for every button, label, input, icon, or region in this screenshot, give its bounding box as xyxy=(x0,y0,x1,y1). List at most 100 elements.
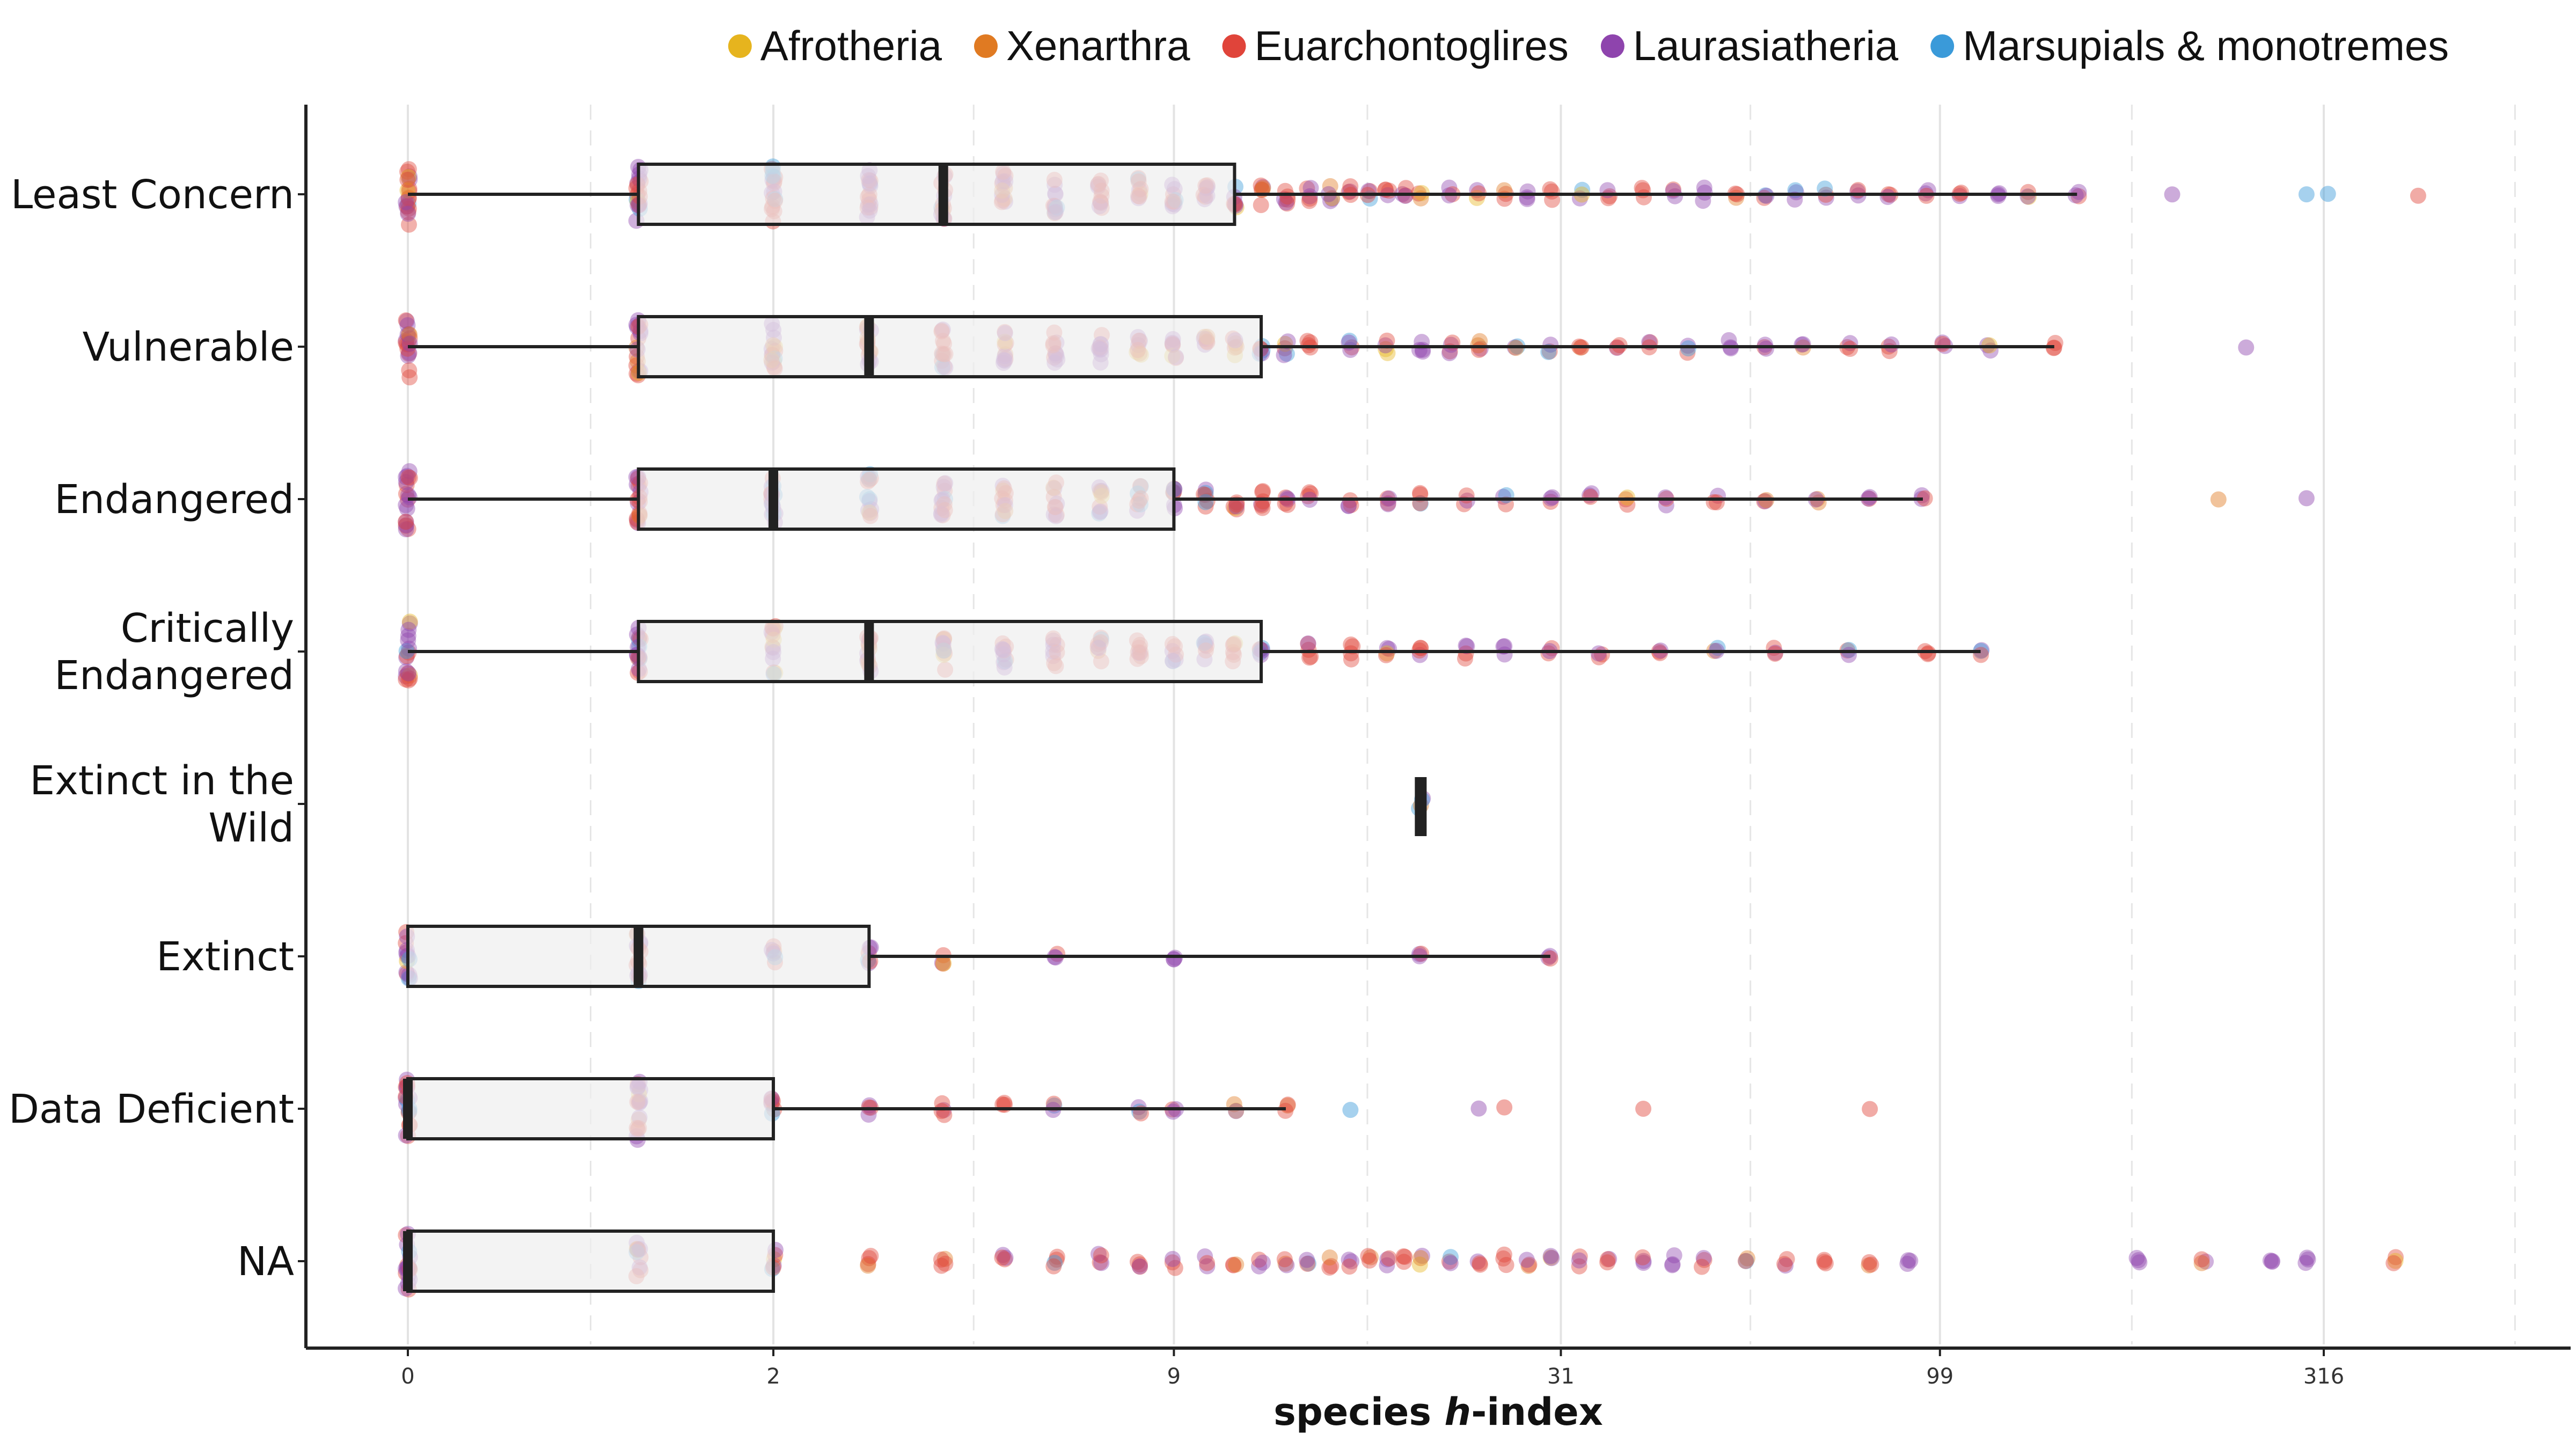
data-point xyxy=(1227,500,1243,516)
box-plot xyxy=(408,163,2077,226)
data-point xyxy=(400,206,416,222)
data-point xyxy=(2070,188,2087,204)
category-label-line: Critically xyxy=(121,605,294,652)
data-point xyxy=(401,168,418,185)
data-point xyxy=(1379,645,1395,662)
data-point xyxy=(1045,1258,1062,1275)
data-point xyxy=(398,332,414,349)
data-point xyxy=(1132,1258,1148,1275)
data-point xyxy=(1779,1251,1795,1268)
data-point xyxy=(1571,1252,1587,1269)
data-point xyxy=(1737,1253,1754,1269)
data-point xyxy=(1164,1254,1181,1271)
data-point xyxy=(398,663,414,679)
data-point xyxy=(1411,946,1428,962)
data-point xyxy=(1199,1258,1216,1275)
data-point xyxy=(1396,1249,1413,1265)
data-point xyxy=(933,1103,950,1119)
data-point xyxy=(1583,485,1600,502)
data-point xyxy=(399,340,416,357)
outlier-point xyxy=(2319,186,2336,202)
data-point xyxy=(400,665,417,682)
data-point xyxy=(1277,1102,1294,1119)
data-point xyxy=(1841,647,1857,663)
data-point xyxy=(1817,180,1833,197)
data-point xyxy=(1341,332,1358,349)
outlier-point xyxy=(1862,1101,1878,1117)
legend-label: Afrotheria xyxy=(760,22,942,69)
data-point xyxy=(1543,1250,1560,1267)
data-point xyxy=(398,671,414,688)
data-point xyxy=(1457,650,1473,667)
data-point xyxy=(1667,188,1684,204)
data-point xyxy=(398,477,415,493)
data-point xyxy=(1542,1248,1559,1264)
data-point xyxy=(1300,1255,1316,1272)
data-point xyxy=(1518,1252,1535,1268)
data-point xyxy=(1658,497,1674,514)
data-point xyxy=(1343,651,1359,668)
data-point xyxy=(1251,1252,1268,1268)
data-point xyxy=(2262,1252,2279,1269)
data-point xyxy=(1412,640,1429,656)
data-point xyxy=(401,171,418,188)
data-point xyxy=(400,348,416,364)
data-point xyxy=(1442,1255,1459,1271)
outlier-point xyxy=(2238,339,2255,356)
data-point xyxy=(1197,1248,1213,1265)
data-point xyxy=(398,643,415,660)
box-plot xyxy=(403,1077,1286,1140)
data-point xyxy=(1879,189,1896,205)
data-point xyxy=(2264,1253,2280,1269)
data-point xyxy=(2264,1254,2280,1270)
box xyxy=(636,467,1176,531)
data-point xyxy=(400,346,417,362)
data-point xyxy=(1973,647,1989,663)
x-tick-label: 316 xyxy=(2303,1364,2344,1389)
data-point xyxy=(1165,1250,1181,1267)
data-point xyxy=(400,665,416,682)
data-point xyxy=(1323,1258,1340,1275)
data-point xyxy=(1902,1253,1919,1269)
data-point xyxy=(1664,1257,1680,1274)
data-point xyxy=(1255,179,1271,195)
legend-swatch xyxy=(728,34,752,58)
data-point xyxy=(398,497,414,514)
data-point xyxy=(401,330,418,347)
data-point xyxy=(1301,649,1318,666)
data-point xyxy=(1093,1255,1110,1271)
data-point xyxy=(1411,1256,1428,1273)
data-point xyxy=(1695,1250,1712,1267)
x-axis-title: species h-index xyxy=(1274,1390,1603,1434)
data-point xyxy=(2131,1254,2148,1271)
data-point xyxy=(1228,1103,1245,1119)
legend-swatch xyxy=(974,34,998,58)
data-point xyxy=(1396,1254,1412,1270)
data-point xyxy=(398,469,414,485)
data-point xyxy=(1199,493,1216,509)
box-plots xyxy=(403,163,2077,1293)
data-point xyxy=(1341,1252,1357,1268)
data-point xyxy=(398,313,415,330)
data-point xyxy=(399,467,415,484)
data-point xyxy=(1696,1252,1713,1268)
legend-item: Afrotheria xyxy=(728,22,942,69)
legend-label: Laurasiatheria xyxy=(1633,22,1899,69)
data-point xyxy=(399,172,416,188)
outlier-point xyxy=(2298,186,2315,203)
data-point xyxy=(1794,336,1810,353)
category-label: NA xyxy=(237,1239,294,1285)
data-point xyxy=(1343,645,1359,662)
data-point xyxy=(1378,647,1394,663)
axes xyxy=(304,105,2571,1350)
data-point xyxy=(1299,1252,1315,1268)
data-point xyxy=(2128,1250,2145,1266)
data-point xyxy=(1706,494,1722,510)
legend-swatch xyxy=(1930,34,1955,58)
data-point xyxy=(1225,1257,1242,1274)
data-point xyxy=(1443,1249,1459,1265)
data-point xyxy=(1634,180,1650,196)
outlier-point xyxy=(2298,490,2315,507)
data-point xyxy=(1322,178,1338,194)
data-point xyxy=(1591,649,1607,665)
